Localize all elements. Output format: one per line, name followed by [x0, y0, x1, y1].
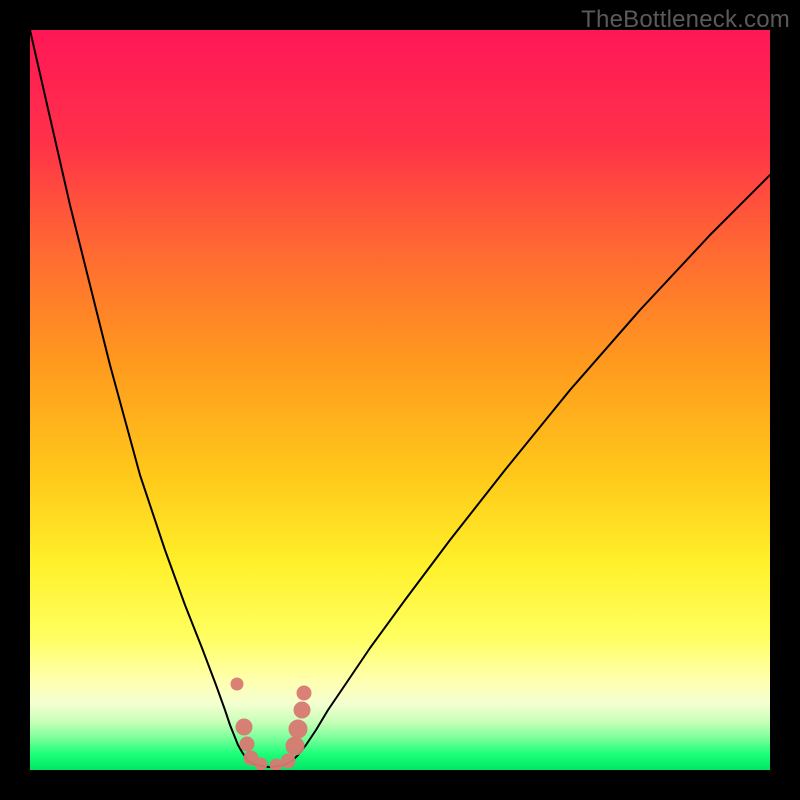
- data-marker: [297, 686, 311, 700]
- data-marker: [231, 678, 243, 690]
- data-marker: [289, 720, 307, 738]
- data-marker: [240, 737, 254, 751]
- chart-background: [30, 30, 770, 770]
- bottleneck-chart: [30, 30, 770, 770]
- data-marker: [270, 759, 282, 770]
- data-marker: [236, 719, 252, 735]
- data-marker: [294, 702, 310, 718]
- figure-outer: TheBottleneck.com: [0, 0, 800, 800]
- data-marker: [286, 737, 304, 755]
- data-marker: [281, 754, 295, 768]
- data-marker: [255, 758, 267, 770]
